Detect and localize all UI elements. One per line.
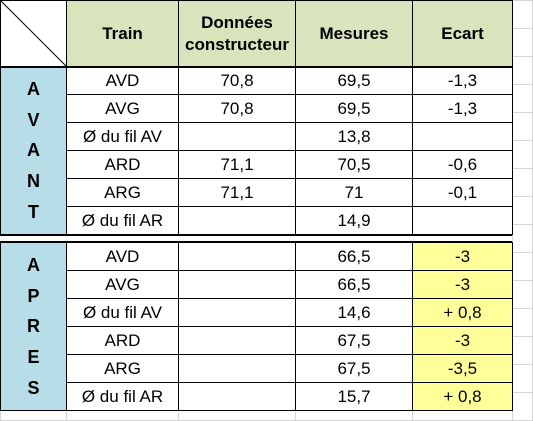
header-donnees-line2: constructeur — [185, 34, 289, 54]
cell-mesures[interactable]: 67,5 — [295, 326, 413, 355]
cell-mesures[interactable]: 15,7 — [295, 382, 413, 411]
section-avant-letter: T — [28, 202, 39, 223]
cell-donnees[interactable] — [178, 326, 296, 355]
cell-train[interactable]: Ø du fil AV — [66, 122, 179, 151]
cell-donnees[interactable]: 71,1 — [178, 150, 296, 179]
section-separator — [0, 235, 512, 242]
cell-mesures[interactable]: 67,5 — [295, 354, 413, 383]
cell-ecart[interactable]: -1,3 — [412, 66, 513, 95]
section-apres-letter: A — [27, 254, 40, 275]
cell-mesures[interactable]: 14,9 — [295, 206, 413, 235]
section-avant-letter: A — [27, 140, 40, 161]
cell-train[interactable]: ARG — [66, 178, 179, 207]
cell-ecart[interactable]: -3 — [412, 242, 513, 271]
header-mesures[interactable]: Mesures — [295, 0, 413, 67]
cell-train[interactable]: ARG — [66, 354, 179, 383]
cell-train[interactable]: AVG — [66, 94, 179, 123]
cell-mesures[interactable]: 66,5 — [295, 242, 413, 271]
cell-donnees[interactable] — [178, 122, 296, 151]
cell-mesures[interactable]: 13,8 — [295, 122, 413, 151]
corner-cell[interactable] — [0, 0, 67, 67]
header-bottom-border — [0, 66, 513, 68]
cell-donnees[interactable] — [178, 298, 296, 327]
cell-donnees[interactable] — [178, 242, 296, 271]
diagonal-stroke — [1, 1, 67, 67]
cell-donnees[interactable] — [178, 382, 296, 411]
cell-train[interactable]: ARD — [66, 326, 179, 355]
section-apres-letter: S — [27, 378, 40, 399]
header-train[interactable]: Train — [66, 0, 179, 67]
cell-ecart[interactable] — [412, 206, 513, 235]
cell-mesures[interactable]: 14,6 — [295, 298, 413, 327]
cell-train[interactable]: AVD — [66, 242, 179, 271]
cell-mesures[interactable]: 71 — [295, 178, 413, 207]
cell-mesures[interactable]: 69,5 — [295, 94, 413, 123]
header-donnees[interactable]: Données constructeur — [178, 0, 296, 67]
section-apres-letter: P — [27, 285, 40, 306]
cell-donnees[interactable] — [178, 206, 296, 235]
section-apres-letter: R — [27, 316, 40, 337]
cell-donnees[interactable]: 70,8 — [178, 94, 296, 123]
cell-donnees[interactable] — [178, 354, 296, 383]
cell-ecart[interactable]: -1,3 — [412, 94, 513, 123]
cell-ecart[interactable]: + 0,8 — [412, 382, 513, 411]
section-avant-letter: V — [27, 109, 40, 130]
cell-train[interactable]: Ø du fil AV — [66, 298, 179, 327]
cell-mesures[interactable]: 70,5 — [295, 150, 413, 179]
cell-ecart[interactable]: -0,6 — [412, 150, 513, 179]
cell-mesures[interactable]: 69,5 — [295, 66, 413, 95]
section-avant-letter: N — [27, 171, 40, 192]
cell-train[interactable]: Ø du fil AR — [66, 382, 179, 411]
cell-ecart[interactable]: + 0,8 — [412, 298, 513, 327]
cell-train[interactable]: AVD — [66, 66, 179, 95]
cell-donnees[interactable] — [178, 270, 296, 299]
cell-ecart[interactable]: -3 — [412, 270, 513, 299]
cell-mesures[interactable]: 66,5 — [295, 270, 413, 299]
cell-ecart[interactable]: -3 — [412, 326, 513, 355]
cell-ecart[interactable]: -0,1 — [412, 178, 513, 207]
section-avant-letter: A — [27, 78, 40, 99]
section-apres-letter: E — [27, 347, 40, 368]
cell-train[interactable]: ARD — [66, 150, 179, 179]
header-ecart[interactable]: Ecart — [412, 0, 513, 67]
cell-ecart[interactable] — [412, 122, 513, 151]
cell-train[interactable]: AVG — [66, 270, 179, 299]
cell-donnees[interactable]: 71,1 — [178, 178, 296, 207]
header-donnees-line1: Données — [201, 12, 273, 32]
cell-train[interactable]: Ø du fil AR — [66, 206, 179, 235]
diagonal-line — [1, 1, 67, 67]
cell-ecart[interactable]: -3,5 — [412, 354, 513, 383]
cell-donnees[interactable]: 70,8 — [178, 66, 296, 95]
